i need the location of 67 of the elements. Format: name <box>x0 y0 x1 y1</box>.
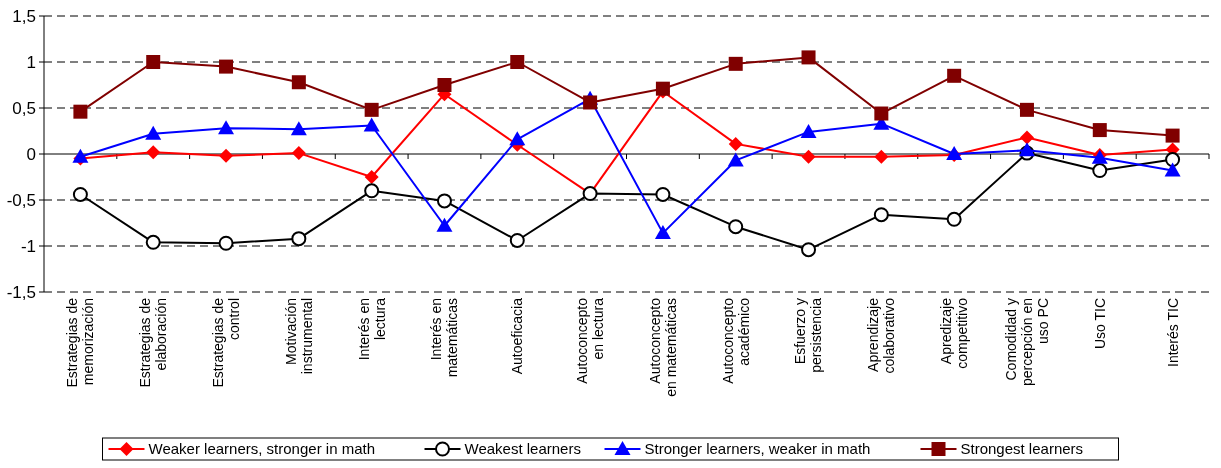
point <box>436 193 452 209</box>
x-tick-label: Interés TIC <box>1164 298 1181 367</box>
x-tick-label: Estrategias de memorización <box>64 297 97 388</box>
point <box>146 145 161 160</box>
point <box>291 146 306 161</box>
point <box>363 117 380 132</box>
point <box>509 131 526 146</box>
y-tick-label: -0,5 <box>6 190 36 210</box>
point <box>72 186 88 202</box>
point <box>436 217 453 232</box>
point <box>873 207 889 223</box>
point <box>218 120 235 135</box>
point <box>1018 142 1035 157</box>
point <box>947 68 962 83</box>
point <box>583 95 598 110</box>
point <box>364 183 380 199</box>
point <box>1165 152 1181 168</box>
x-tick-label: Uso TIC <box>1091 298 1108 350</box>
y-tick-label: 1 <box>26 52 36 72</box>
point <box>291 75 306 90</box>
point <box>874 149 889 164</box>
point <box>801 50 816 65</box>
y-tick-label: 1,5 <box>12 6 36 26</box>
x-tick-label: Comodidad y percepción en uso PC <box>1002 298 1051 386</box>
point <box>291 231 307 247</box>
point <box>73 104 88 119</box>
point <box>219 148 234 163</box>
point <box>801 242 817 258</box>
legend-label: Weaker learners, stronger in math <box>148 440 375 458</box>
point <box>146 55 161 69</box>
point <box>1092 123 1107 138</box>
point <box>1092 163 1108 179</box>
point <box>437 78 452 92</box>
point <box>874 106 889 121</box>
x-tick-label: Estrategias de control <box>209 297 242 388</box>
y-tick-label: 0,5 <box>12 98 36 118</box>
point <box>290 121 307 136</box>
point <box>1019 130 1034 145</box>
x-tick-label: Autoconcepto en lectura <box>573 297 606 384</box>
x-tick-label: Interés en lectura <box>355 297 388 361</box>
point <box>946 211 962 227</box>
x-tick-label: Autoeficacia <box>509 297 526 375</box>
point <box>728 56 743 71</box>
y-tick-label: -1 <box>20 236 36 256</box>
point <box>727 152 744 167</box>
point <box>800 123 817 138</box>
point <box>1165 128 1180 143</box>
y-tick-label: -1,5 <box>6 282 36 302</box>
point <box>145 125 162 140</box>
legend-label: Strongest learners <box>960 440 1084 458</box>
point <box>364 170 379 184</box>
point <box>145 234 161 250</box>
point <box>655 186 671 202</box>
point <box>728 136 743 151</box>
point <box>1019 102 1034 117</box>
legend-label: Weakest learners <box>464 440 581 458</box>
point <box>510 55 525 69</box>
point <box>509 232 525 248</box>
y-tick-label: 0 <box>26 144 36 164</box>
point <box>654 225 671 240</box>
point <box>364 102 379 117</box>
legend-label: Stronger learners, weaker in math <box>644 440 871 458</box>
point <box>219 59 234 74</box>
point <box>801 149 816 164</box>
point <box>218 235 234 251</box>
point <box>728 219 744 235</box>
point <box>1164 162 1181 177</box>
